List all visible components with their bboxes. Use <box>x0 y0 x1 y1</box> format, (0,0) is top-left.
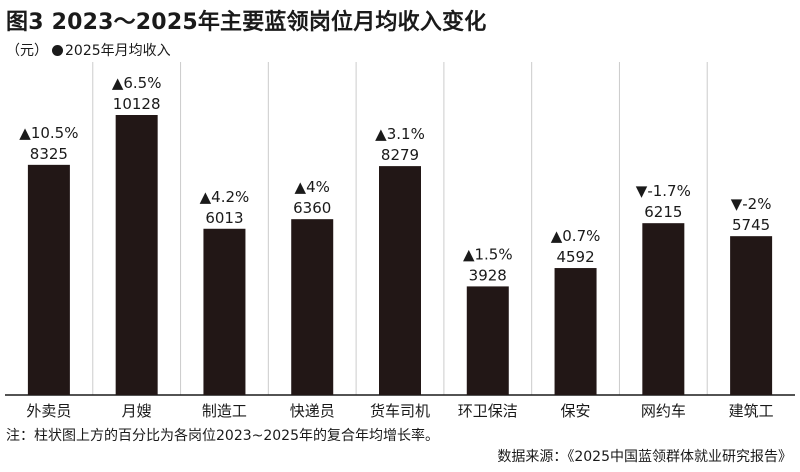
category-label: 制造工 <box>202 402 247 420</box>
category-label: 月嫂 <box>122 402 152 420</box>
value-label: 4592 <box>556 248 594 266</box>
value-label: 3928 <box>469 266 507 284</box>
growth-label: ▲0.7% <box>551 227 601 245</box>
growth-label: ▲10.5% <box>19 124 78 142</box>
bar-2 <box>115 115 158 395</box>
footnote: 注：柱状图上方的百分比为各岗位2023~2025年的复合年均增长率。 <box>6 428 439 444</box>
chart-title: 图3 2023～2025年主要蓝领岗位月均收入变化 <box>6 10 487 35</box>
growth-label: ▲3.1% <box>375 125 425 143</box>
growth-label: ▲4% <box>295 178 330 196</box>
category-label: 建筑工 <box>729 402 774 420</box>
category-label: 外卖员 <box>26 402 71 420</box>
value-label: 6013 <box>205 209 243 227</box>
value-label: 6215 <box>644 203 682 221</box>
bar-7 <box>554 268 597 395</box>
source-credit: 数据来源：《2025中国蓝领群体就业研究报告》 <box>497 449 792 465</box>
bar-5 <box>379 166 421 395</box>
growth-label: ▲4.2% <box>200 188 250 206</box>
growth-label: ▼-2% <box>731 195 772 213</box>
category-label: 环卫保洁 <box>458 402 518 420</box>
category-label: 货车司机 <box>370 402 430 420</box>
legend-label: 2025年月均收入 <box>65 43 171 59</box>
unit-label: （元） <box>6 43 48 59</box>
legend-marker <box>52 44 63 56</box>
bar-3 <box>203 228 246 395</box>
category-label: 保安 <box>561 402 591 420</box>
bar-8 <box>642 223 685 395</box>
growth-label: ▼-1.7% <box>636 182 691 200</box>
growth-label: ▲1.5% <box>463 245 513 263</box>
growth-label: ▲6.5% <box>112 74 162 92</box>
category-label: 快递员 <box>290 402 335 420</box>
value-label: 5745 <box>732 216 770 234</box>
bar-4 <box>291 219 334 395</box>
bar-9 <box>730 236 773 395</box>
category-label: 网约车 <box>641 402 686 420</box>
bar-6 <box>466 286 509 395</box>
bar-1 <box>27 164 70 395</box>
bar-chart: 8325 ▲10.5% 外卖员 10128 ▲6.5% 月嫂 6013 ▲4.2% 制造工 636… <box>5 62 795 420</box>
value-label: 10128 <box>113 95 161 113</box>
value-label: 6360 <box>293 199 331 217</box>
value-label: 8325 <box>30 145 68 163</box>
value-label: 8279 <box>381 146 419 164</box>
legend: （元） 2025年月均收入 <box>6 40 171 60</box>
